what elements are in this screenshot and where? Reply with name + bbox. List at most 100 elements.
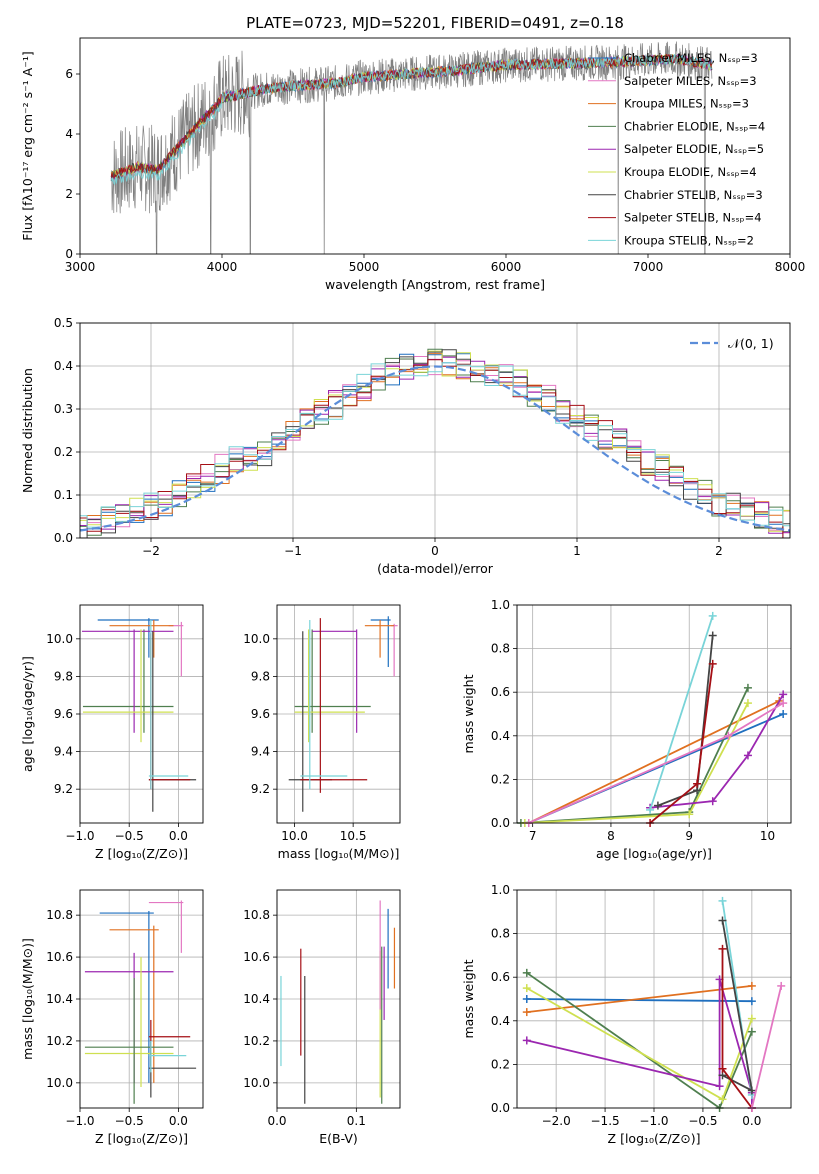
errorbar-point-kroupa_elodie: [82, 629, 174, 743]
weight-line-chabrier_elodie: [520, 687, 749, 823]
y-tick-label: 0.8: [491, 927, 510, 941]
errorbar-point-kroupa_miles: [109, 620, 174, 658]
y-tick-label: 9.4: [54, 745, 73, 759]
weight-marker: [724, 731, 733, 740]
errorbar-point-salpeter_stelib: [300, 618, 368, 793]
weight-marker: [522, 995, 531, 1003]
legend-entry: 𝒩(0, 1): [728, 336, 774, 351]
x-tick-label: −1.0: [65, 829, 94, 843]
y-tick-label: 10.6: [46, 950, 73, 964]
y-tick-label: 10.2: [46, 1034, 73, 1048]
errorbar-point-kroupa_stelib: [148, 1040, 187, 1073]
y-tick-label: 0.5: [54, 316, 73, 330]
weight-line-salpeter_elodie: [650, 693, 784, 809]
errorbar-point-chabrier_elodie: [294, 629, 371, 733]
legend-entry: Salpeter MILES, Nₛₛₚ=3: [624, 74, 757, 88]
x-tick-label: 0.1: [347, 1114, 366, 1128]
errorbar-point-kroupa_elodie: [294, 629, 365, 743]
weight-marker: [685, 810, 694, 819]
axes-frame: [516, 889, 792, 1109]
weight-marker: [747, 1086, 756, 1095]
histogram-salpeter_miles: [80, 355, 790, 534]
errorbar-point-salpeter_elodie: [81, 629, 174, 733]
y-tick-label: 0.4: [54, 359, 73, 373]
x-axis-label: mass [log₁₀(M/M⊙)]: [278, 846, 400, 861]
weight-line-salpeter_miles: [751, 985, 783, 1108]
y-tick-label: 9.4: [251, 745, 270, 759]
weight-marker: [653, 801, 662, 810]
weight-marker: [779, 710, 788, 718]
legend-entry: Kroupa ELODIE, Nₛₛₚ=4: [624, 165, 757, 179]
y-tick-label: 10.8: [243, 908, 270, 922]
panel-weight_vs_age: 7 8 9 10 0.0 0.2 0.4 0.6 0.8 1.0 age [log₁₀(age/yr…: [461, 598, 791, 861]
weight-marker: [747, 981, 756, 990]
y-tick-label: 0.4: [491, 1014, 510, 1028]
y-tick-label: 9.8: [251, 669, 270, 683]
y-tick-label: 1.0: [491, 598, 510, 612]
panel-residuals: −2 −1 0 1 2 0.0 0.1 0.2 0.3 0.4 0.5 (data-model)/er…: [20, 316, 790, 576]
errorbar-point-chabrier_stelib: [148, 631, 197, 812]
y-tick-label: 9.6: [54, 707, 73, 721]
y-tick-label: 9.2: [54, 782, 73, 796]
y-tick-label: 0.0: [491, 1101, 510, 1115]
errorbar-point-kroupa_elodie: [84, 957, 174, 1088]
y-tick-label: 10.0: [46, 1076, 73, 1090]
y-tick-label: 0.3: [54, 402, 73, 416]
x-axis-label: (data-model)/error: [377, 561, 494, 576]
weight-line-salpeter_stelib: [649, 663, 714, 823]
weight-marker: [747, 997, 756, 1006]
x-tick-label: 10.0: [281, 829, 308, 843]
y-tick-label: 0.2: [54, 445, 73, 459]
y-tick-label: 0.0: [491, 816, 510, 830]
histogram-chabrier_miles: [80, 353, 790, 538]
x-tick-label: −1.0: [639, 1114, 668, 1128]
observed-spectrum: [110, 41, 713, 254]
x-tick-label: −2: [142, 544, 160, 558]
weight-marker: [718, 896, 727, 905]
panel-age_vs_mass: 10.0 10.5 9.2 9.4 9.6 9.8 10.0 mass [log₁₀(M/M⊙…: [243, 605, 400, 861]
weight-marker: [522, 968, 531, 977]
errorbar-point-salpeter_miles: [148, 900, 184, 953]
y-axis-label: mass weight: [461, 674, 476, 753]
weight-line-kroupa_elodie: [526, 987, 753, 1101]
legend-entry: Kroupa STELIB, Nₛₛₚ=2: [624, 233, 754, 247]
x-axis-label: Z [log₁₀(Z/Z⊙)]: [95, 846, 188, 861]
x-axis-label: wavelength [Angstrom, rest frame]: [325, 277, 545, 292]
legend-entry: Kroupa MILES, Nₛₛₚ=3: [624, 97, 749, 111]
errorbar-point-chabrier_elodie: [82, 629, 174, 733]
x-tick-label: 0: [431, 544, 439, 558]
x-tick-label: 0.0: [169, 1114, 188, 1128]
y-tick-label: 10.2: [243, 1034, 270, 1048]
legend-entry: Salpeter ELODIE, Nₛₛₚ=5: [624, 142, 764, 156]
weight-marker: [743, 699, 752, 708]
y-tick-label: 0.6: [491, 970, 510, 984]
panel-spectrum: 3000 4000 5000 6000 7000 8000 0 2 4 6 wavelength […: [20, 41, 806, 292]
weight-marker: [747, 1027, 756, 1036]
x-tick-label: 3000: [65, 260, 96, 274]
weight-marker: [708, 797, 717, 806]
weight-marker: [718, 1095, 727, 1104]
x-tick-label: 8000: [775, 260, 806, 274]
x-tick-label: 0.0: [169, 829, 188, 843]
y-tick-label: 10.0: [243, 1076, 270, 1090]
x-tick-label: −1: [284, 544, 302, 558]
errorbar-point-salpeter_miles: [168, 621, 184, 677]
x-tick-label: −2.0: [542, 1114, 571, 1128]
x-axis-label: Z [log₁₀(Z/Z⊙)]: [608, 1131, 701, 1146]
weight-marker: [708, 659, 717, 668]
errorbar-point-salpeter_miles: [390, 623, 398, 677]
weight-marker: [718, 916, 727, 925]
panel-weight_vs_Z: −2.0 −1.5 −1.0 −0.5 0.0 0.0 0.2 0.4 0.6 0.8 1.0 Z […: [461, 883, 791, 1146]
axes-frame: [79, 322, 791, 539]
axes-frame: [276, 889, 401, 1109]
y-tick-label: 4: [65, 127, 73, 141]
y-tick-label: 1.0: [491, 883, 510, 897]
legend-entry: Chabrier STELIB, Nₛₛₚ=3: [624, 188, 763, 202]
weight-marker: [522, 984, 531, 993]
weight-marker: [715, 1082, 724, 1091]
y-tick-label: 10.0: [46, 632, 73, 646]
histogram-chabrier_stelib: [80, 349, 790, 538]
y-tick-label: 2: [65, 187, 73, 201]
weight-marker: [779, 690, 788, 699]
